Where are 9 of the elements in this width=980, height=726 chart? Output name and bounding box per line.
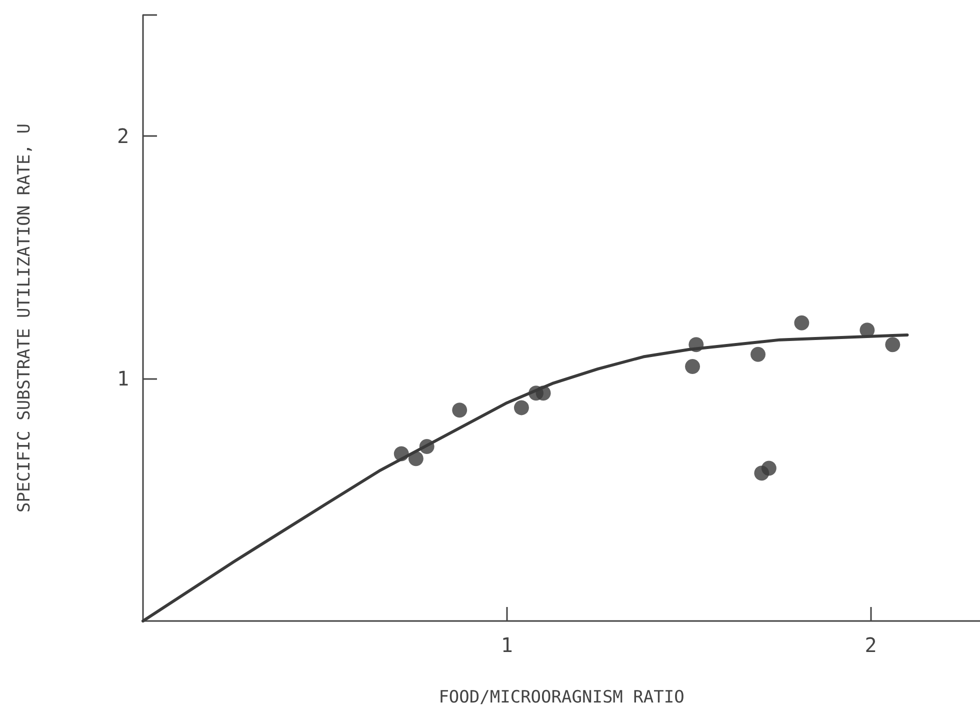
point bbox=[794, 315, 810, 330]
point bbox=[685, 358, 700, 374]
y-axis-title: SPECIFIC SUBSTRATE UTILIZATION RATE, U bbox=[14, 124, 34, 512]
x-axis-title: FOOD/MICROORAGNISM RATIO bbox=[438, 688, 684, 708]
point bbox=[761, 460, 776, 476]
point bbox=[885, 337, 900, 352]
point bbox=[514, 400, 529, 416]
point bbox=[452, 402, 468, 418]
point bbox=[750, 346, 766, 362]
